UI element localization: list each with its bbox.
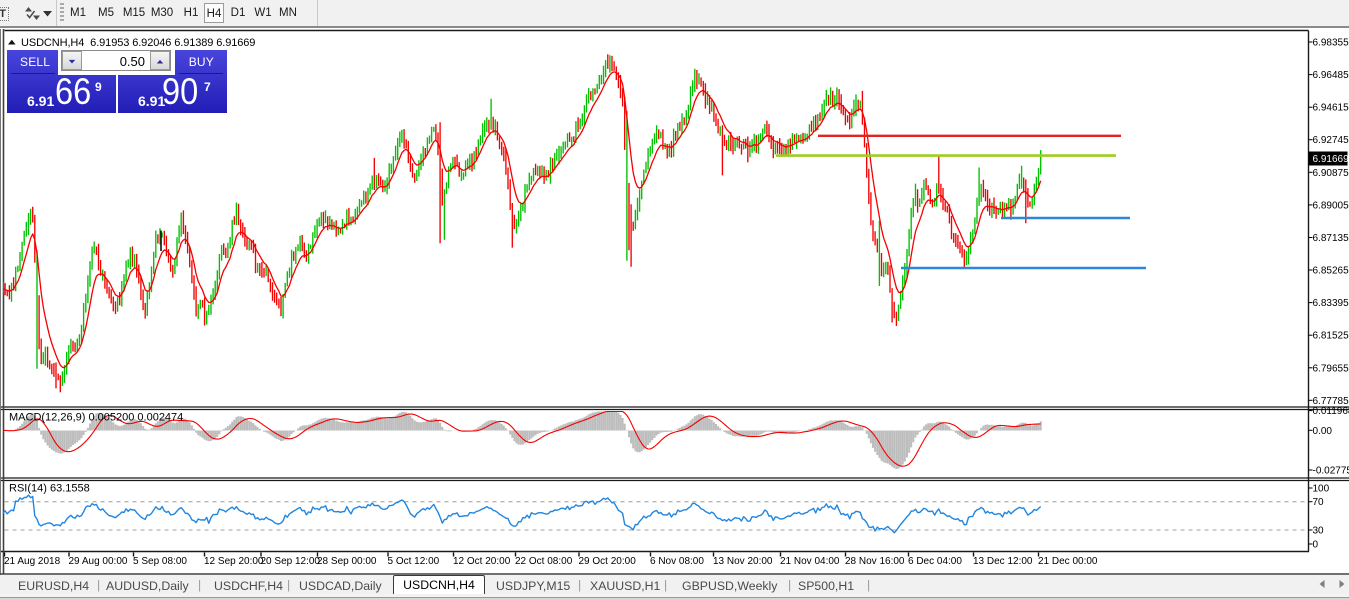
svg-text:6.92745: 6.92745 [1313,135,1349,146]
svg-text:6.90875: 6.90875 [1313,168,1349,179]
svg-text:21 Nov 04:00: 21 Nov 04:00 [780,556,840,567]
svg-text:13 Nov 20:00: 13 Nov 20:00 [713,556,773,567]
svg-text:28 Sep 00:00: 28 Sep 00:00 [317,556,377,567]
svg-text:0.011968: 0.011968 [1313,406,1349,417]
svg-text:5 Oct 12:00: 5 Oct 12:00 [388,556,440,567]
svg-text:22 Oct 08:00: 22 Oct 08:00 [515,556,573,567]
svg-text:0.00: 0.00 [1313,426,1333,437]
svg-text:5 Sep 08:00: 5 Sep 08:00 [133,556,187,567]
svg-text:13 Dec 12:00: 13 Dec 12:00 [973,556,1033,567]
svg-text:6.85265: 6.85265 [1313,266,1349,277]
svg-text:6.77785: 6.77785 [1313,396,1349,407]
svg-text:6.87135: 6.87135 [1313,233,1349,244]
svg-text:12 Oct 20:00: 12 Oct 20:00 [453,556,511,567]
svg-text:6 Dec 04:00: 6 Dec 04:00 [908,556,962,567]
svg-text:MACD(12,26,9) 0.005200 0.00247: MACD(12,26,9) 0.005200 0.002474 [9,412,183,424]
svg-text:6.94615: 6.94615 [1313,103,1349,114]
svg-text:RSI(14) 63.1558: RSI(14) 63.1558 [9,483,90,495]
svg-text:6.89005: 6.89005 [1313,200,1349,211]
svg-text:6.98355: 6.98355 [1313,38,1349,49]
svg-text:21 Aug 2018: 21 Aug 2018 [4,556,61,567]
svg-text:-0.027758: -0.027758 [1313,466,1349,477]
svg-text:0: 0 [1313,540,1319,551]
svg-text:29 Oct 20:00: 29 Oct 20:00 [579,556,637,567]
svg-text:29 Aug 00:00: 29 Aug 00:00 [69,556,128,567]
svg-text:6.91669: 6.91669 [1313,154,1349,165]
svg-text:6.96485: 6.96485 [1313,70,1349,81]
svg-text:6.81525: 6.81525 [1313,331,1349,342]
svg-text:30: 30 [1313,526,1325,537]
svg-text:6.83395: 6.83395 [1313,298,1349,309]
svg-text:6.79655: 6.79655 [1313,363,1349,374]
svg-text:12 Sep 20:00: 12 Sep 20:00 [204,556,264,567]
svg-text:20 Sep 12:00: 20 Sep 12:00 [261,556,321,567]
svg-text:USDCNH,H4 6.91953 6.92046 6.9: USDCNH,H4 6.91953 6.92046 6.91389 6.9166… [21,37,255,49]
svg-text:6 Nov 08:00: 6 Nov 08:00 [650,556,704,567]
svg-text:21 Dec 00:00: 21 Dec 00:00 [1038,556,1098,567]
svg-text:70: 70 [1313,497,1325,508]
svg-text:100: 100 [1313,484,1330,495]
svg-text:28 Nov 16:00: 28 Nov 16:00 [845,556,905,567]
